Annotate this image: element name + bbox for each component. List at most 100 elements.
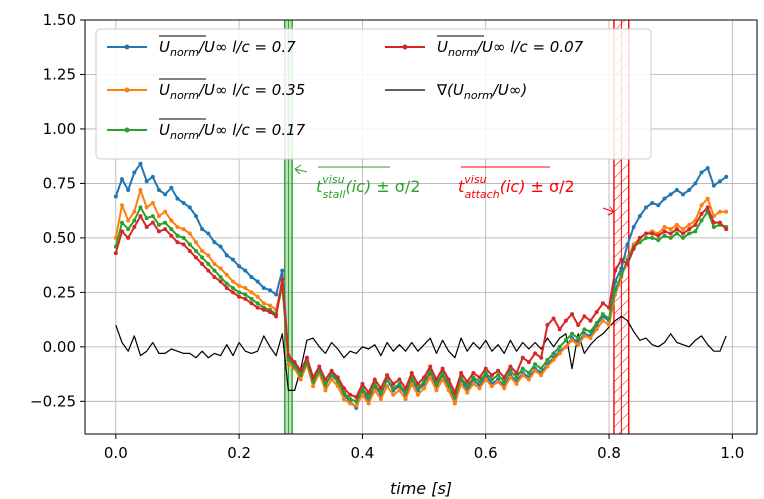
data-point: [119, 220, 124, 225]
y-tick-label: 1.50: [43, 11, 76, 29]
data-point: [483, 366, 488, 371]
legend-label: Unorm/U∞ l/c = 0.35: [159, 81, 305, 102]
data-point: [126, 187, 131, 192]
data-point: [496, 368, 501, 373]
series-line-2: [114, 206, 727, 403]
data-point: [348, 392, 353, 397]
data-point: [230, 279, 235, 284]
data-point: [576, 336, 581, 341]
legend-rest: /U∞ l/c = 0.07: [475, 38, 584, 56]
data-point: [477, 375, 482, 380]
data-point: [483, 370, 488, 375]
legend-sub: norm: [448, 46, 477, 59]
data-point: [409, 370, 414, 375]
data-point: [267, 309, 272, 314]
data-point: [403, 397, 408, 402]
data-point: [588, 318, 593, 323]
data-point: [391, 381, 396, 386]
data-point: [132, 218, 137, 223]
data-point: [212, 275, 217, 280]
data-point: [502, 379, 507, 384]
data-point: [144, 179, 149, 184]
data-point: [415, 386, 420, 391]
anno-base: t: [458, 177, 465, 196]
data-point: [329, 377, 334, 382]
data-point: [459, 370, 464, 375]
data-point: [200, 248, 205, 253]
data-point: [218, 244, 223, 249]
data-point: [582, 333, 587, 338]
data-point: [662, 196, 667, 201]
data-point: [465, 384, 470, 389]
data-point: [144, 225, 149, 229]
data-point: [718, 209, 723, 214]
data-point: [533, 351, 538, 356]
data-point: [360, 392, 365, 397]
anno-stall-arrowhead: [294, 164, 302, 175]
legend-top: U: [159, 121, 170, 139]
data-point: [526, 360, 531, 365]
data-point: [434, 381, 439, 386]
data-point: [440, 377, 445, 382]
data-point: [391, 386, 396, 391]
anno-attach-arrowhead: [607, 206, 615, 216]
data-point: [193, 248, 198, 253]
data-point: [637, 235, 642, 240]
legend-box: [95, 28, 652, 160]
data-point: [224, 286, 229, 291]
data-point: [582, 327, 587, 332]
data-point: [446, 377, 451, 382]
anno-arg: (ic): [500, 177, 526, 196]
data-point: [138, 161, 143, 166]
data-point: [526, 377, 531, 382]
data-point: [298, 377, 303, 382]
data-point: [249, 301, 254, 306]
x-tick-label: 0.8: [597, 444, 621, 462]
data-point: [588, 336, 593, 341]
data-point: [711, 220, 716, 225]
data-point: [156, 222, 161, 227]
data-point: [255, 294, 260, 299]
data-point: [366, 390, 371, 395]
data-point: [237, 290, 242, 295]
legend-top: U: [159, 38, 170, 56]
data-point: [193, 240, 198, 245]
data-point: [576, 323, 581, 328]
data-point: [237, 294, 242, 299]
legend-entry-0: Unorm/U∞ l/c = 0.7: [107, 35, 296, 59]
data-point: [724, 174, 729, 179]
data-point: [169, 227, 174, 232]
legend-sub: norm: [170, 89, 199, 102]
data-point: [594, 327, 599, 332]
data-point: [206, 262, 211, 267]
legend-sub: norm: [170, 129, 199, 142]
data-point: [261, 307, 266, 312]
data-point: [428, 364, 433, 369]
data-point: [514, 375, 519, 380]
data-point: [175, 225, 180, 229]
y-tick-label: 1.25: [43, 65, 76, 83]
data-point: [354, 403, 359, 408]
data-point: [292, 364, 297, 369]
data-point: [533, 368, 538, 373]
data-point: [138, 205, 143, 210]
data-point: [724, 209, 729, 214]
data-point: [600, 301, 605, 306]
series-line-3: [114, 206, 727, 398]
data-point: [539, 355, 544, 360]
data-point: [625, 262, 630, 267]
data-point: [496, 373, 501, 378]
data-point: [699, 211, 704, 216]
data-point: [668, 231, 673, 236]
legend-marker: [402, 44, 408, 50]
data-point: [434, 377, 439, 382]
anno-attach-arrow: [602, 207, 615, 213]
data-point: [255, 279, 260, 284]
data-point: [317, 364, 322, 369]
data-point: [403, 390, 408, 395]
data-point: [631, 246, 636, 251]
data-point: [452, 401, 457, 406]
legend-label: Unorm/U∞ l/c = 0.7: [159, 38, 296, 59]
data-point: [397, 388, 402, 393]
data-point: [341, 390, 346, 395]
